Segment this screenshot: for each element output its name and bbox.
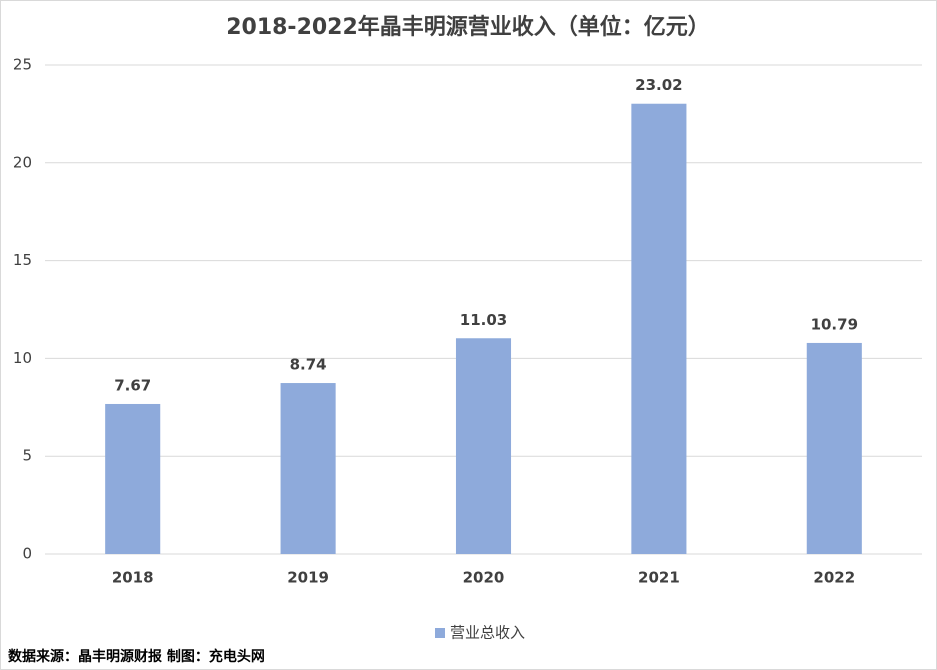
x-tick-label: 2022 bbox=[813, 569, 855, 587]
y-tick-label: 5 bbox=[22, 447, 32, 465]
y-tick-label: 20 bbox=[13, 153, 32, 171]
value-label: 8.74 bbox=[290, 356, 327, 374]
y-tick-label: 0 bbox=[22, 545, 32, 563]
bar bbox=[105, 403, 161, 554]
source-note: 数据来源：晶丰明源财报 制图：充电头网 bbox=[8, 648, 265, 665]
bar bbox=[631, 103, 687, 555]
chart-title: 2018-2022年晶丰明源营业收入（单位：亿元） bbox=[226, 14, 710, 40]
x-tick-label: 2018 bbox=[112, 569, 154, 587]
bar bbox=[455, 338, 512, 554]
y-tick-label: 15 bbox=[13, 251, 32, 269]
bar bbox=[806, 342, 862, 554]
x-tick-label: 2019 bbox=[287, 569, 329, 587]
legend-swatch bbox=[435, 628, 445, 638]
x-tick-label: 2021 bbox=[638, 569, 680, 587]
value-label: 23.02 bbox=[635, 76, 682, 94]
y-tick-label: 25 bbox=[13, 56, 32, 74]
x-tick-label: 2020 bbox=[463, 569, 505, 587]
value-label: 10.79 bbox=[811, 315, 858, 333]
value-label: 11.03 bbox=[460, 311, 507, 329]
bar bbox=[280, 383, 336, 554]
value-label: 7.67 bbox=[114, 376, 151, 394]
y-tick-label: 10 bbox=[13, 349, 32, 367]
legend-label: 营业总收入 bbox=[450, 624, 525, 642]
